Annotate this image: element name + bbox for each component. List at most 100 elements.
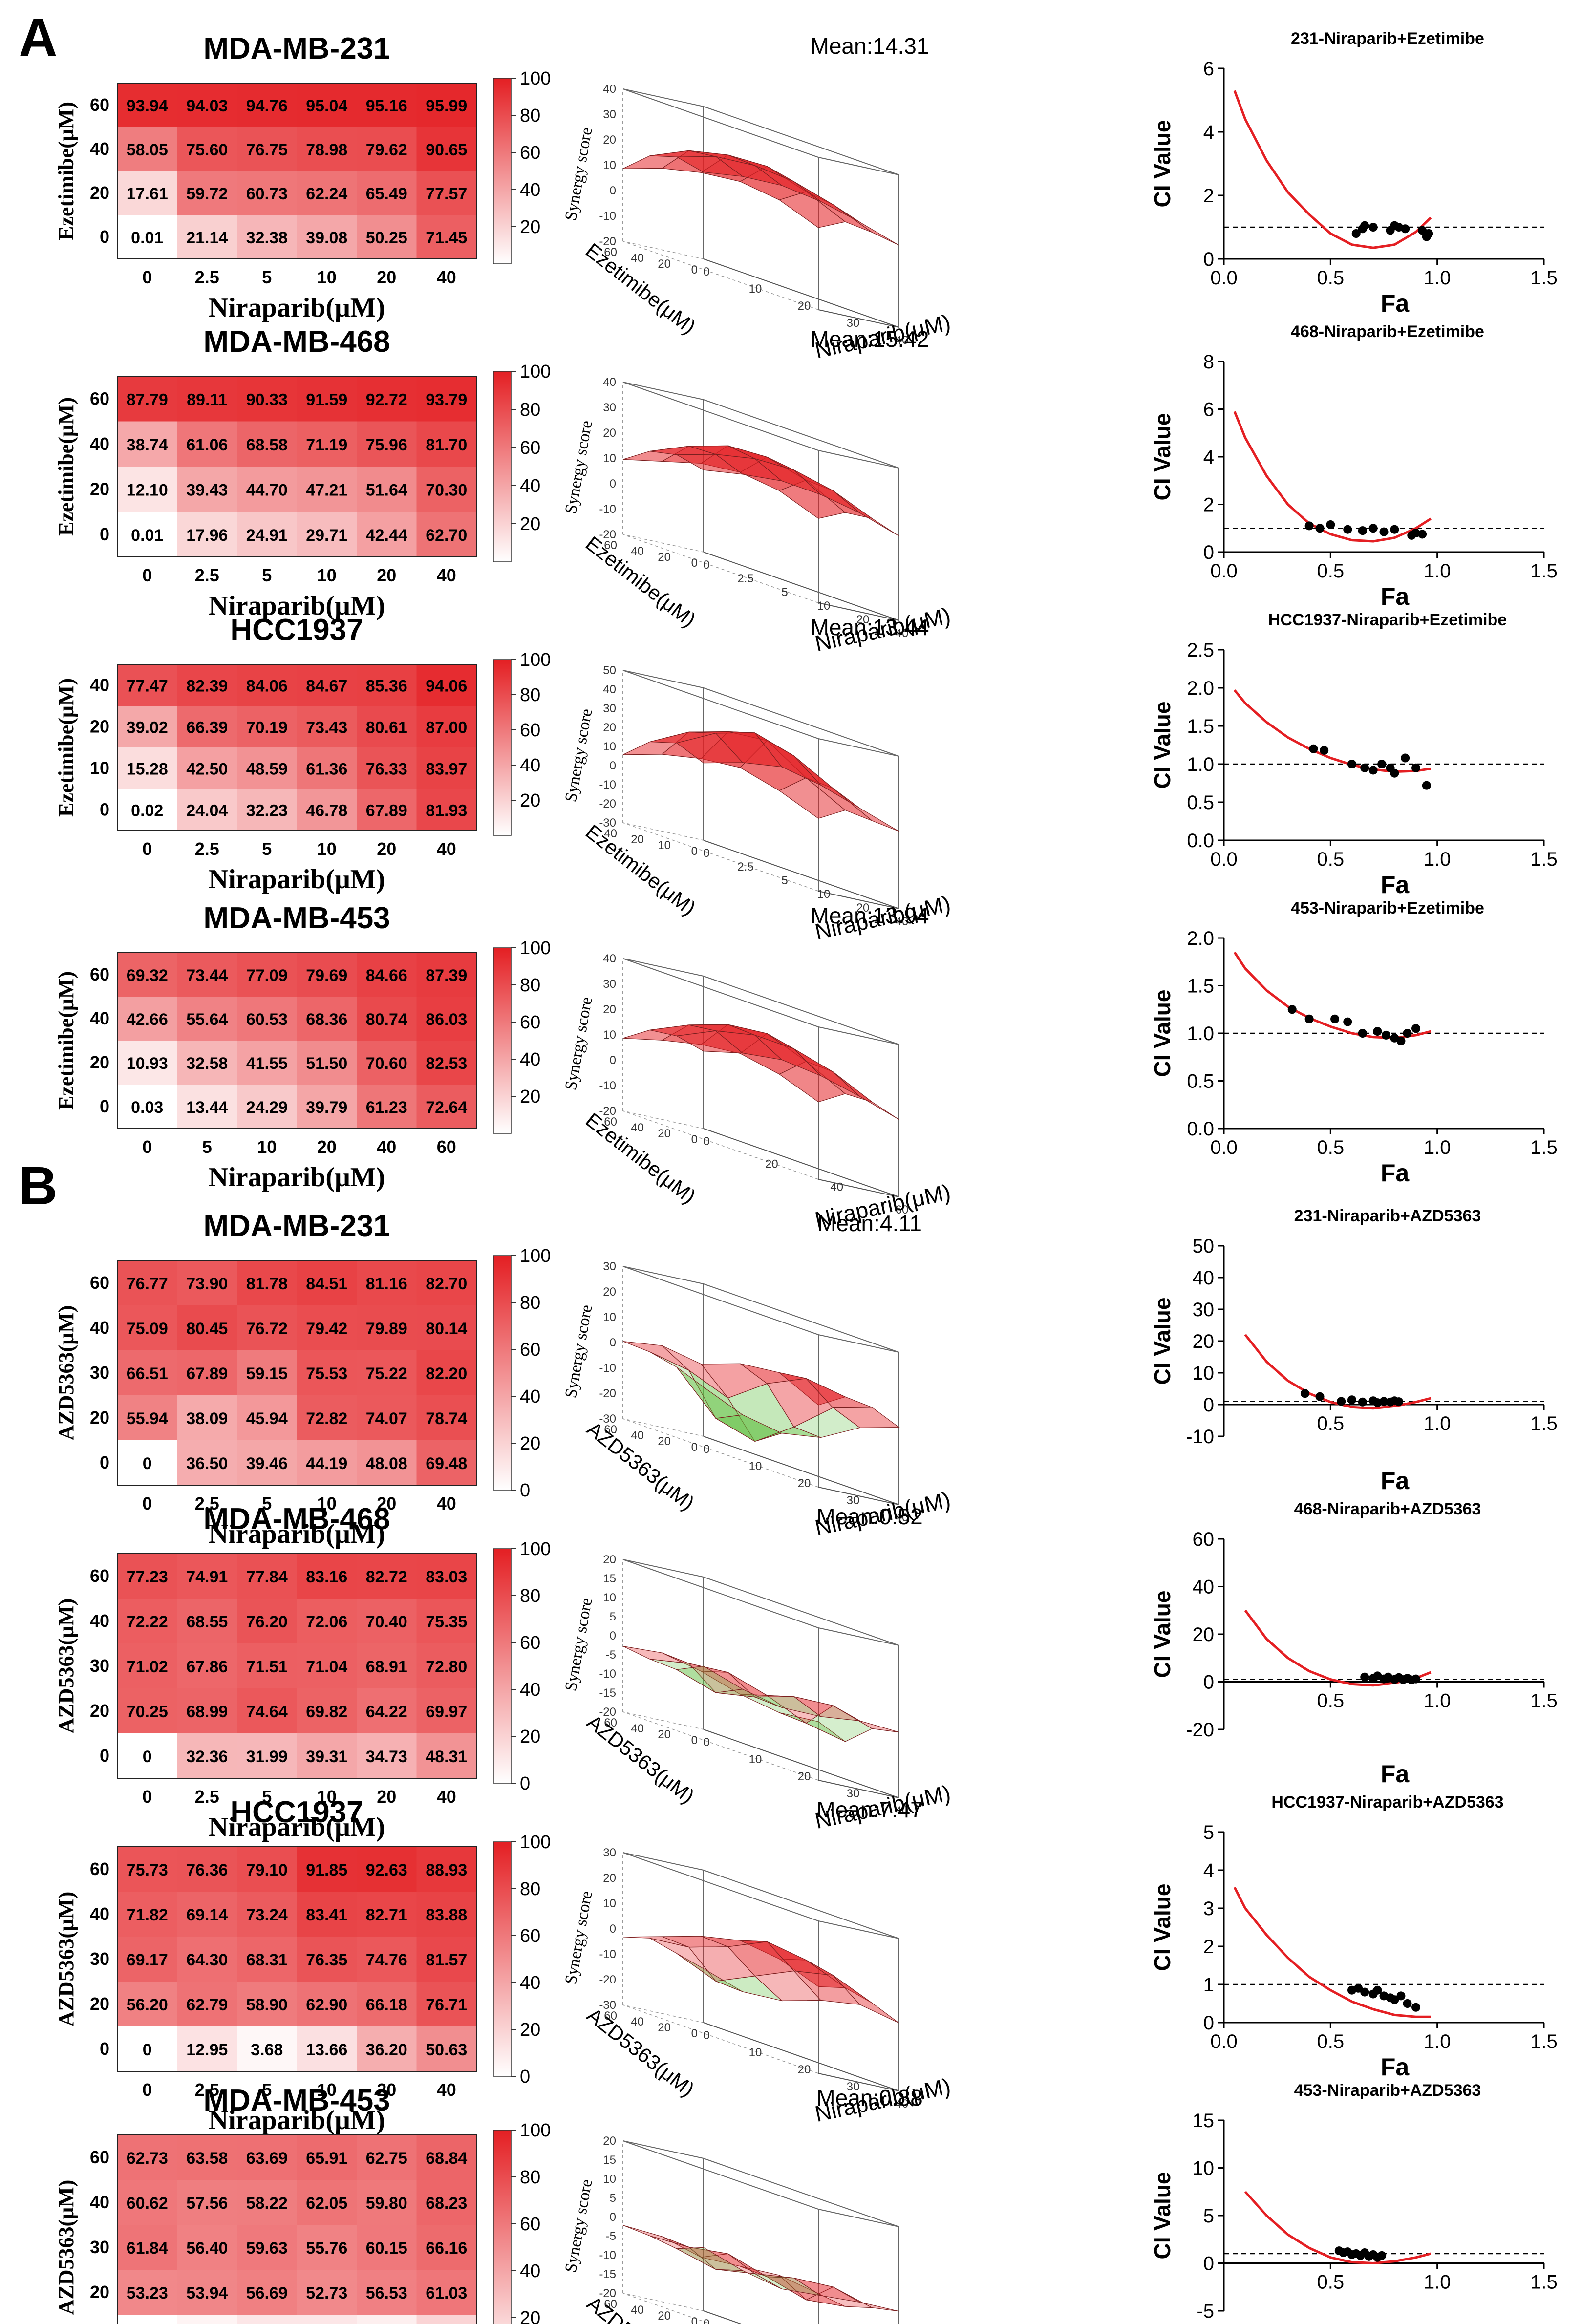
heatmap-cell — [117, 512, 177, 557]
heatmap-cell-value: 21.14 — [186, 229, 228, 247]
heatmap-cell — [177, 1395, 237, 1440]
heatmap-cell — [117, 1395, 177, 1440]
heatmap-cell — [416, 664, 476, 706]
colorbar-tick: 20 — [520, 2020, 540, 2040]
ci-plot-A-MDA-MB-468: 468-Niraparib+Ezetimibe 0 2 4 6 8 0.0 0.5 1.0 1.5… — [1150, 322, 1558, 610]
heatmap-cell-value: 77.47 — [127, 677, 168, 696]
ci-data-point — [1401, 224, 1410, 234]
heatmap-cell-value: 42.66 — [127, 1010, 168, 1029]
surface-y-tick: 0 — [691, 2027, 698, 2040]
heatmap-cell-value: 17.96 — [186, 526, 228, 545]
heatmap-cell — [117, 2135, 177, 2180]
heatmap-cell — [237, 1937, 297, 1982]
heatmap-y-label: Ezetimibe(μM) — [54, 678, 78, 817]
heatmap-B-HCC1937: HCC1937 75.73 76.36 79.10 91.85 92.63 88.93 71.… — [54, 1795, 551, 2135]
heatmap-cell — [416, 953, 476, 997]
surface-z-tick: 0 — [610, 759, 616, 772]
heatmap-cell-value: 59.72 — [186, 185, 228, 203]
heatmap-cell — [357, 664, 417, 706]
heatmap-y-tick: 40 — [90, 1318, 109, 1338]
heatmap-cell-value: 79.69 — [306, 966, 347, 985]
ci-y-label: CI Value — [1150, 1298, 1175, 1385]
surface-z-label: Synergy score — [562, 126, 596, 222]
surface-z-tick: 0 — [610, 477, 616, 490]
surface-x-tick: 5 — [781, 874, 788, 887]
surface-B-MDA-MB-468: Mean:0.52 20 15 10 5 0 -5 -10 -15 -20 0 10 20 30 40 0 20… — [562, 1504, 953, 1834]
heatmap-cell — [416, 1041, 476, 1085]
heatmap-cell-value: 67.86 — [186, 1658, 228, 1676]
heatmap-cell-value: 79.42 — [306, 1320, 347, 1338]
heatmap-cell — [297, 2270, 357, 2315]
heatmap-cell-value: 53.94 — [186, 2284, 228, 2303]
heatmap-cell-value: 72.06 — [306, 1613, 347, 1631]
heatmap-cell — [237, 512, 297, 557]
heatmap-cell-value: 69.82 — [306, 1703, 347, 1721]
heatmap-cell-value: 79.10 — [246, 1861, 288, 1879]
heatmap-cell — [416, 1643, 476, 1688]
surface-x-tick: 0 — [703, 2029, 709, 2042]
heatmap-cell — [416, 421, 476, 467]
colorbar-tick: 80 — [520, 1879, 540, 1899]
heatmap-x-tick: 5 — [262, 1493, 272, 1514]
surface-x-tick: 10 — [817, 888, 831, 901]
ci-plot-A-HCC1937: HCC1937-Niraparib+Ezetimibe 0.0 0.5 1.0 1.5 2… — [1150, 611, 1558, 898]
surface-patch — [833, 204, 899, 246]
heatmap-cell — [357, 1643, 417, 1688]
heatmap-y-tick: 60 — [90, 95, 109, 115]
heatmap-cell-value: 61.36 — [306, 760, 347, 779]
ci-y-tick: 1.5 — [1187, 976, 1214, 997]
heatmap-cell — [297, 1350, 357, 1395]
ci-y-tick: 60 — [1193, 1529, 1215, 1550]
ci-data-point — [1396, 1036, 1406, 1045]
heatmap-cell-value: 13.66 — [306, 2041, 347, 2059]
colorbar-tick: 60 — [520, 438, 540, 458]
ci-x-tick: 1.5 — [1530, 267, 1558, 289]
heatmap-cell-value: 62.24 — [306, 185, 347, 203]
surface-z-label: Synergy score — [562, 1890, 596, 1985]
heatmap-cell — [237, 747, 297, 789]
surface-z-tick: 30 — [603, 978, 616, 991]
heatmap-cell — [237, 2270, 297, 2315]
surface-y-tick: 60 — [604, 1716, 617, 1729]
heatmap-cell-value: 51.64 — [366, 481, 407, 499]
colorbar-tick: 80 — [520, 2167, 540, 2188]
heatmap-y-tick: 60 — [90, 1859, 109, 1879]
heatmap-cell-value: 39.79 — [306, 1098, 347, 1117]
colorbar — [493, 78, 512, 264]
surface-box-bottom — [703, 552, 899, 621]
ci-data-point — [1354, 1983, 1363, 1993]
surface-z-tick: -20 — [599, 528, 616, 541]
surface-box-bottom — [703, 258, 899, 328]
heatmap-cell-value: 52.73 — [306, 2284, 347, 2303]
heatmap-cell-value: 65.49 — [366, 185, 407, 203]
heatmap-cell — [117, 1305, 177, 1350]
heatmap-cell — [237, 1554, 297, 1599]
colorbar-tick: 100 — [520, 650, 551, 670]
surface-z-tick: 20 — [603, 133, 616, 147]
heatmap-cell-value: 84.06 — [246, 677, 288, 696]
heatmap-cell — [357, 2180, 417, 2225]
ci-x-tick: 0.0 — [1210, 1137, 1238, 1158]
heatmap-cell — [416, 1982, 476, 2026]
surface-box-back — [622, 2293, 712, 2324]
heatmap-x-tick: 20 — [377, 1787, 396, 1807]
heatmap-cell — [297, 1599, 357, 1643]
heatmap-cell — [177, 997, 237, 1041]
surface-z-tick: 20 — [603, 1872, 616, 1885]
heatmap-y-tick: 20 — [90, 479, 109, 499]
heatmap-cell — [237, 171, 297, 215]
heatmap-y-label: Ezetimibe(μM) — [54, 102, 78, 240]
heatmap-cell-value: 56.69 — [246, 2284, 288, 2303]
heatmap-x-tick: 2.5 — [195, 1493, 219, 1514]
heatmap-cell-value: 61.06 — [186, 436, 228, 454]
ci-x-tick: 1.5 — [1530, 2272, 1558, 2293]
heatmap-y-tick: 0 — [100, 1746, 109, 1766]
heatmap-cell-value: 76.75 — [246, 141, 288, 159]
heatmap-x-tick: 5 — [262, 1787, 272, 1807]
heatmap-cell — [357, 2315, 417, 2324]
heatmap-cell-value: 0 — [143, 1748, 152, 1766]
ci-plot-B-MDA-MB-231: 231-Niraparib+AZD5363 -10 0 10 20 30 40 50 0.5 1.… — [1150, 1207, 1558, 1494]
surface-z-tick: 10 — [603, 740, 616, 753]
heatmap-cell-value: 92.63 — [366, 1861, 407, 1879]
